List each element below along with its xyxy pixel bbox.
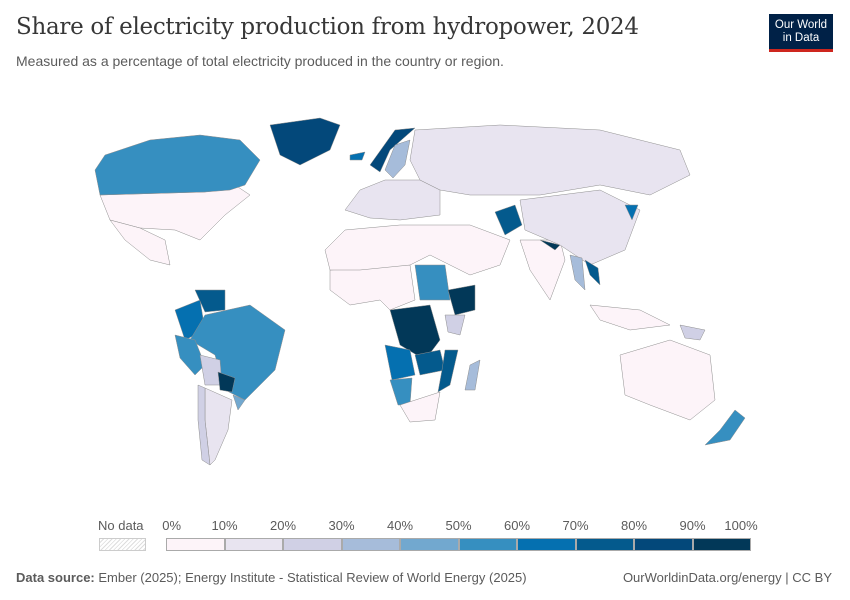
country-chile[interactable]	[197, 384, 211, 466]
country-middle-east-north-africa[interactable]	[324, 224, 511, 276]
legend-bin[interactable]	[283, 538, 342, 551]
country-iceland[interactable]	[349, 151, 366, 161]
country-mexico[interactable]	[109, 219, 171, 266]
country-afghanistan[interactable]	[494, 204, 523, 236]
legend-tick-label: 10%	[211, 518, 238, 533]
country-west-africa[interactable]	[329, 264, 416, 311]
owid-logo[interactable]: Our World in Data	[769, 14, 833, 52]
country-argentina[interactable]	[204, 387, 233, 466]
legend-bin[interactable]	[224, 538, 283, 551]
country-india[interactable]	[519, 239, 566, 301]
country-canada[interactable]	[94, 134, 261, 196]
legend-bin[interactable]	[692, 538, 751, 551]
country-north-korea[interactable]	[624, 204, 639, 221]
legend: No data 0% 10% 20% 30% 40% 50% 60% 70% 80% 90% 100…	[0, 515, 850, 555]
legend-no-data-label: No data	[98, 518, 144, 533]
country-norway[interactable]	[369, 127, 416, 173]
legend-tick-label: 60%	[503, 518, 531, 533]
country-russia[interactable]	[409, 124, 691, 196]
world-map	[94, 117, 746, 466]
country-europe-rest-[interactable]	[344, 179, 441, 221]
legend-tick-label: 40%	[386, 518, 414, 533]
country-uruguay[interactable]	[232, 394, 246, 411]
country-nepal[interactable]	[539, 239, 561, 251]
source-text: Ember (2025); Energy Institute - Statist…	[98, 570, 527, 585]
legend-bin[interactable]	[341, 538, 400, 551]
legend-tick-label: 70%	[562, 518, 589, 533]
country-mozambique[interactable]	[437, 349, 459, 393]
legend-tick-label: 80%	[620, 518, 648, 533]
country-peru[interactable]	[174, 334, 206, 376]
country-greenland[interactable]	[269, 117, 341, 166]
legend-bin[interactable]	[575, 538, 634, 551]
footer-source: Data source: Ember (2025); Energy Instit…	[16, 570, 527, 585]
country-myanmar[interactable]	[569, 254, 586, 291]
legend-tick-label: 100%	[724, 518, 758, 533]
legend-no-data-swatch[interactable]	[99, 538, 146, 551]
country-namibia[interactable]	[389, 377, 413, 406]
chart-title: Share of electricity production from hyd…	[16, 14, 639, 40]
legend-tick-label: 90%	[679, 518, 706, 533]
country-kenya[interactable]	[444, 314, 466, 336]
country-laos[interactable]	[584, 259, 601, 286]
chart-subtitle: Measured as a percentage of total electr…	[16, 53, 504, 69]
source-label: Data source:	[16, 570, 95, 585]
country-new-zealand[interactable]	[704, 409, 746, 446]
legend-tick-label: 50%	[445, 518, 472, 533]
country-south-africa[interactable]	[399, 391, 441, 423]
country-sweden[interactable]	[384, 139, 411, 179]
legend-tick-label: 0%	[162, 518, 182, 533]
legend-tick-label: 20%	[269, 518, 297, 533]
country-sudan[interactable]	[414, 264, 451, 301]
legend-bin[interactable]	[166, 538, 225, 551]
country-angola[interactable]	[384, 344, 416, 381]
country-dr-congo[interactable]	[389, 304, 441, 361]
legend-bin[interactable]	[634, 538, 693, 551]
country-indonesia[interactable]	[589, 304, 671, 331]
country-ethiopia[interactable]	[447, 284, 476, 316]
legend-bin[interactable]	[400, 538, 459, 551]
footer-link[interactable]: OurWorldinData.org/energy | CC BY	[622, 570, 832, 585]
country-venezuela[interactable]	[194, 289, 226, 313]
legend-bin[interactable]	[458, 538, 517, 551]
country-brazil[interactable]	[189, 304, 286, 401]
country-papua-new-guinea[interactable]	[679, 324, 706, 341]
country-china[interactable]	[519, 189, 641, 266]
legend-bin[interactable]	[517, 538, 576, 551]
country-madagascar[interactable]	[464, 359, 481, 391]
country-paraguay[interactable]	[217, 371, 236, 393]
country-australia[interactable]	[619, 339, 716, 421]
legend-tick-label: 30%	[328, 518, 355, 533]
